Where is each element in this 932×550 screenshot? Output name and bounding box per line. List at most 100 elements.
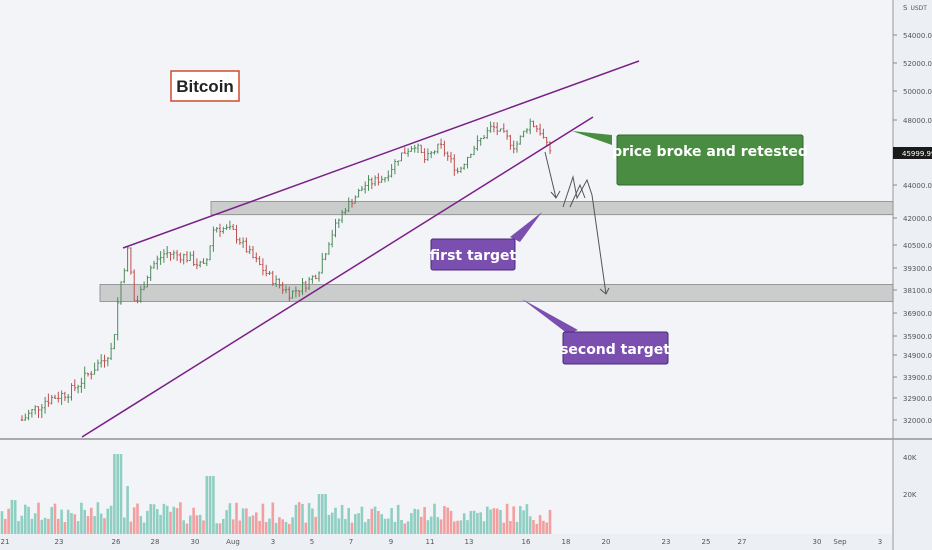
candle[interactable] <box>241 237 245 248</box>
candle[interactable] <box>50 394 53 405</box>
candle[interactable] <box>248 245 251 254</box>
candle[interactable] <box>271 270 275 286</box>
candle[interactable] <box>390 163 393 178</box>
candle[interactable] <box>192 250 195 267</box>
candle[interactable] <box>505 129 509 140</box>
candle[interactable] <box>76 384 80 394</box>
candle[interactable] <box>416 143 420 153</box>
wedge-lower-trendline[interactable] <box>81 116 594 438</box>
candle[interactable] <box>535 125 539 133</box>
candle[interactable] <box>495 122 499 136</box>
candle[interactable] <box>370 177 374 190</box>
candle[interactable] <box>175 249 179 261</box>
candle[interactable] <box>47 393 50 407</box>
candle[interactable] <box>238 237 242 245</box>
candle[interactable] <box>357 188 360 198</box>
candle[interactable] <box>93 362 96 375</box>
candle[interactable] <box>228 220 232 230</box>
candle[interactable] <box>429 150 433 159</box>
candle[interactable] <box>268 270 271 276</box>
candle[interactable] <box>96 359 100 371</box>
candle[interactable] <box>149 265 152 282</box>
candle[interactable] <box>528 118 532 135</box>
candle[interactable] <box>142 281 146 291</box>
candle[interactable] <box>489 121 492 133</box>
candle[interactable] <box>33 405 37 415</box>
candle[interactable] <box>383 177 387 183</box>
candle[interactable] <box>476 135 479 151</box>
candle[interactable] <box>479 137 482 146</box>
candle[interactable] <box>90 370 93 380</box>
candle[interactable] <box>235 224 238 244</box>
candle[interactable] <box>446 151 449 161</box>
candle[interactable] <box>43 396 47 414</box>
candle[interactable] <box>27 409 30 421</box>
candle[interactable] <box>532 120 535 128</box>
candle[interactable] <box>132 269 136 302</box>
candle[interactable] <box>317 271 321 282</box>
candle[interactable] <box>169 252 172 261</box>
candle[interactable] <box>208 245 212 261</box>
candle[interactable] <box>340 210 344 224</box>
candle[interactable] <box>139 285 143 303</box>
candle[interactable] <box>165 246 169 259</box>
candle[interactable] <box>284 285 288 294</box>
candle[interactable] <box>162 249 166 263</box>
candle[interactable] <box>301 278 304 295</box>
candle[interactable] <box>377 173 380 186</box>
candle[interactable] <box>185 251 189 263</box>
candle[interactable] <box>159 251 162 265</box>
candle[interactable] <box>152 260 156 269</box>
candle[interactable] <box>172 250 176 260</box>
candle[interactable] <box>307 276 311 291</box>
candle[interactable] <box>413 144 416 153</box>
candle[interactable] <box>264 264 268 277</box>
candle[interactable] <box>499 128 502 132</box>
candle[interactable] <box>231 224 235 230</box>
candle[interactable] <box>469 153 473 158</box>
candle[interactable] <box>99 354 103 368</box>
candle[interactable] <box>456 167 459 174</box>
candle[interactable] <box>304 280 308 293</box>
candle[interactable] <box>443 140 446 157</box>
candle[interactable] <box>123 268 126 284</box>
candle[interactable] <box>459 166 463 173</box>
candle[interactable] <box>486 127 489 139</box>
candle[interactable] <box>363 181 367 194</box>
candle[interactable] <box>57 391 60 403</box>
candle[interactable] <box>60 390 63 405</box>
candle[interactable] <box>466 156 469 169</box>
candle[interactable] <box>337 218 341 228</box>
candle[interactable] <box>420 144 423 154</box>
candle[interactable] <box>354 195 357 204</box>
candle[interactable] <box>492 122 496 133</box>
candle[interactable] <box>195 258 199 270</box>
candle[interactable] <box>37 406 40 418</box>
candle[interactable] <box>274 275 278 288</box>
candle[interactable] <box>24 413 27 421</box>
candle[interactable] <box>83 366 86 389</box>
wedge-upper-trendline[interactable] <box>122 60 640 249</box>
candle[interactable] <box>86 372 90 377</box>
candle[interactable] <box>189 251 192 262</box>
candle[interactable] <box>106 357 110 367</box>
candle[interactable] <box>350 198 354 208</box>
candle[interactable] <box>334 218 337 238</box>
candle[interactable] <box>20 415 24 421</box>
candle[interactable] <box>179 252 182 264</box>
candle[interactable] <box>373 175 377 187</box>
candle[interactable] <box>126 247 129 272</box>
candle[interactable] <box>360 185 364 192</box>
candle[interactable] <box>482 135 486 139</box>
candle[interactable] <box>205 258 209 267</box>
candle[interactable] <box>433 150 436 155</box>
candle[interactable] <box>218 223 222 237</box>
candle[interactable] <box>288 286 291 302</box>
candle[interactable] <box>225 224 228 230</box>
candle[interactable] <box>53 394 57 400</box>
candle[interactable] <box>294 286 298 298</box>
price-pane[interactable] <box>0 0 893 438</box>
candle[interactable] <box>515 141 519 153</box>
candle[interactable] <box>403 147 407 154</box>
